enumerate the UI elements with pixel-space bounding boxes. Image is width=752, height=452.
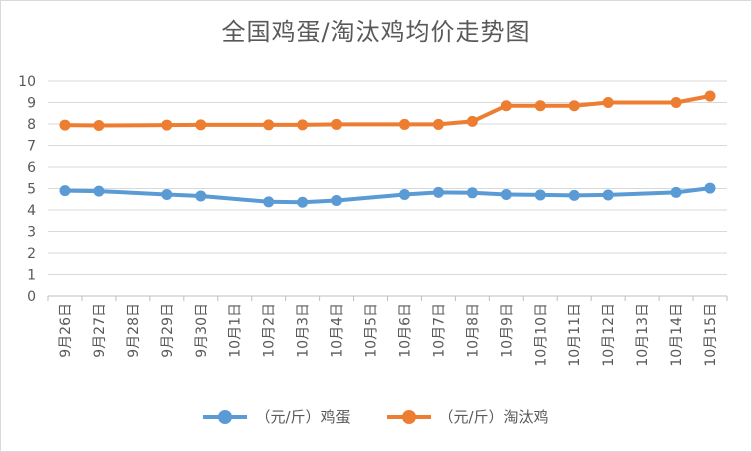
data-point-0 — [602, 189, 614, 201]
x-tick-label: 10月10日 — [533, 303, 549, 367]
legend-swatch-egg — [203, 409, 248, 424]
x-tick-label: 10月3日 — [296, 303, 312, 358]
legend: （元/斤）鸡蛋 （元/斤）淘汰鸡 — [0, 406, 752, 427]
series-line-1 — [63, 94, 712, 128]
x-tick-label: 10月7日 — [431, 303, 447, 358]
data-point-1 — [398, 118, 410, 130]
data-point-1 — [59, 119, 71, 131]
data-point-1 — [331, 118, 343, 130]
legend-swatch-culled-hen — [386, 409, 431, 424]
y-tick-label: 9 — [27, 96, 36, 112]
legend-label-egg: （元/斤）鸡蛋 — [255, 408, 351, 426]
x-tick-label: 10月8日 — [465, 303, 481, 358]
x-tick-label: 10月12日 — [601, 303, 617, 367]
x-tick-label: 10月6日 — [397, 303, 413, 358]
data-point-0 — [59, 185, 71, 197]
x-tick-label: 10月9日 — [499, 303, 515, 358]
data-point-0 — [466, 187, 478, 199]
data-point-1 — [534, 100, 546, 112]
data-point-1 — [466, 115, 478, 127]
x-tick-label: 9月26日 — [58, 303, 74, 358]
data-point-0 — [534, 189, 546, 201]
series-line-0 — [63, 186, 712, 205]
data-point-1 — [432, 118, 444, 130]
y-tick-label: 8 — [27, 117, 36, 133]
y-tick-label: 6 — [27, 160, 36, 176]
x-tick-label: 9月30日 — [194, 303, 210, 358]
data-point-1 — [602, 97, 614, 108]
x-tick-label: 10月5日 — [364, 303, 380, 358]
x-tick-label: 10月11日 — [567, 303, 583, 367]
data-point-0 — [331, 195, 343, 207]
data-point-0 — [195, 190, 207, 202]
data-point-1 — [93, 120, 105, 132]
data-point-0 — [93, 185, 105, 197]
data-point-1 — [568, 100, 580, 112]
x-tick-label: 10月4日 — [330, 303, 346, 358]
x-tick-label: 10月14日 — [669, 303, 685, 367]
y-tick-label: 1 — [27, 268, 36, 284]
data-point-0 — [704, 182, 716, 194]
x-tick-label: 10月15日 — [703, 303, 719, 367]
data-point-0 — [398, 189, 410, 201]
y-tick-label: 10 — [18, 74, 36, 90]
data-point-0 — [263, 196, 275, 208]
legend-label-culled-hen: （元/斤）淘汰鸡 — [438, 408, 549, 426]
x-tick-label: 10月2日 — [262, 303, 278, 358]
data-point-1 — [297, 119, 309, 131]
y-tick-label: 3 — [27, 225, 36, 241]
data-point-1 — [161, 119, 173, 131]
x-tick-label: 9月29日 — [160, 303, 176, 358]
data-point-1 — [704, 90, 716, 102]
legend-item-egg: （元/斤）鸡蛋 — [203, 406, 351, 427]
data-point-1 — [670, 97, 682, 108]
x-tick-label: 9月27日 — [92, 303, 108, 358]
y-tick-label: 2 — [27, 246, 36, 262]
x-tick-label: 9月28日 — [126, 303, 142, 358]
chart-title: 全国鸡蛋/淘汰鸡均价走势图 — [221, 18, 531, 46]
data-point-1 — [500, 100, 512, 112]
data-point-1 — [195, 119, 207, 131]
y-tick-label: 5 — [27, 182, 36, 198]
y-tick-label: 7 — [27, 139, 36, 155]
data-point-0 — [568, 189, 580, 201]
data-point-0 — [670, 186, 682, 198]
data-point-0 — [297, 196, 309, 208]
data-point-0 — [432, 186, 444, 198]
data-point-0 — [161, 189, 173, 201]
x-tick-label: 10月1日 — [228, 303, 244, 358]
y-tick-label: 0 — [27, 289, 36, 305]
data-point-0 — [500, 189, 512, 201]
y-tick-label: 4 — [27, 203, 36, 219]
legend-item-culled-hen: （元/斤）淘汰鸡 — [386, 406, 549, 427]
data-point-1 — [263, 119, 275, 131]
x-tick-label: 10月13日 — [635, 303, 651, 367]
